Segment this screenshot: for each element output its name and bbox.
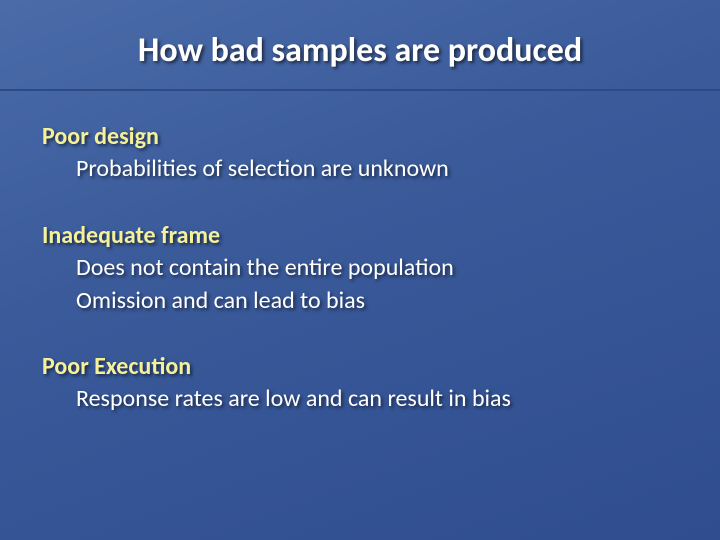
section-title: Poor Execution (42, 351, 678, 383)
section-poor-design: Poor design Probabilities of selection a… (42, 121, 678, 186)
section-inadequate-frame: Inadequate frame Does not contain the en… (42, 220, 678, 317)
bullet-item: Omission and can lead to bias (42, 285, 678, 317)
slide-title: How bad samples are produced (0, 0, 720, 71)
bullet-item: Response rates are low and can result in… (42, 383, 678, 415)
section-title: Poor design (42, 121, 678, 153)
slide: How bad samples are produced Poor design… (0, 0, 720, 540)
bullet-item: Does not contain the entire population (42, 252, 678, 284)
slide-content: Poor design Probabilities of selection a… (0, 91, 720, 416)
bullet-item: Probabilities of selection are unknown (42, 153, 678, 185)
section-poor-execution: Poor Execution Response rates are low an… (42, 351, 678, 416)
section-title: Inadequate frame (42, 220, 678, 252)
